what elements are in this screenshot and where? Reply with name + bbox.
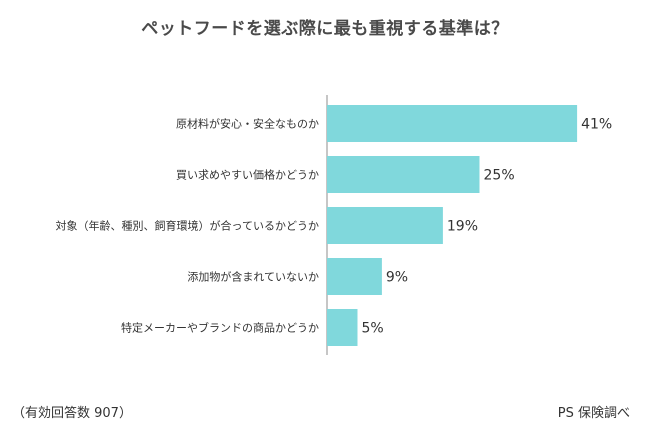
- category-label-1: 買い求めやすい価格かどうか: [176, 168, 319, 182]
- value-label-2: 19%: [447, 219, 478, 235]
- bar-2: [327, 207, 443, 244]
- value-labels-group: 41% 25% 19% 9% 5%: [362, 117, 613, 337]
- source-credit: PS 保険調べ: [557, 406, 630, 421]
- category-label-4: 特定メーカーやブランドの商品かどうか: [121, 321, 319, 335]
- bar-0: [327, 105, 578, 142]
- value-label-1: 25%: [484, 168, 515, 184]
- value-label-0: 41%: [581, 117, 612, 133]
- chart-title: ペットフードを選ぶ際に最も重視する基準は？: [141, 19, 509, 39]
- category-labels-group: 原材料が安心・安全なものか買い求めやすい価格かどうか対象（年齢、種別、飼育環境）…: [56, 117, 319, 335]
- bar-1: [327, 156, 480, 193]
- category-label-3: 添加物が含まれていないか: [187, 270, 319, 284]
- value-label-3: 9%: [386, 270, 408, 286]
- sample-size-note: （有効回答数 907）: [12, 406, 132, 421]
- value-label-4: 5%: [362, 321, 384, 337]
- bar-4: [327, 309, 358, 346]
- bar-3: [327, 258, 382, 295]
- bars-group: [327, 105, 578, 346]
- category-label-2: 対象（年齢、種別、飼育環境）が合っているかどうか: [56, 219, 319, 233]
- category-label-0: 原材料が安心・安全なものか: [176, 117, 319, 131]
